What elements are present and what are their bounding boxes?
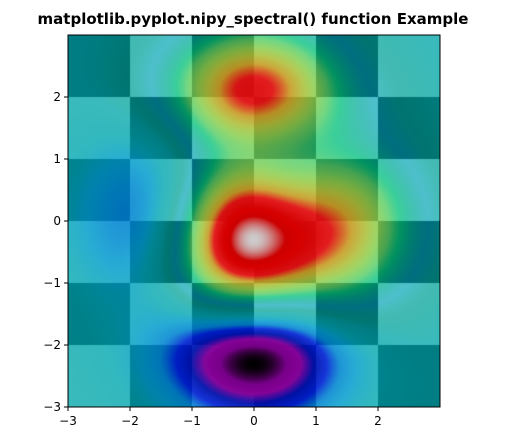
x-tick-label: 0 (250, 414, 258, 428)
y-tick-label: −3 (43, 400, 61, 414)
chart-title: matplotlib.pyplot.nipy_spectral() functi… (37, 10, 469, 28)
y-tick-label: 1 (53, 152, 61, 166)
x-tick-label: 1 (312, 414, 320, 428)
x-tick-label: 2 (374, 414, 382, 428)
x-axis: −3 −2 −1 0 1 2 (59, 407, 382, 428)
x-tick-label: −2 (121, 414, 139, 428)
y-tick-label: 0 (53, 214, 61, 228)
axes-frame (67, 34, 441, 408)
y-axis: −3 −2 −1 0 1 2 (43, 90, 68, 414)
x-tick-label: −3 (59, 414, 77, 428)
y-tick-label: −2 (43, 338, 61, 352)
x-tick-label: −1 (183, 414, 201, 428)
heatmap-image (68, 35, 440, 407)
y-tick-label: −1 (43, 276, 61, 290)
y-tick-label: 2 (53, 90, 61, 104)
